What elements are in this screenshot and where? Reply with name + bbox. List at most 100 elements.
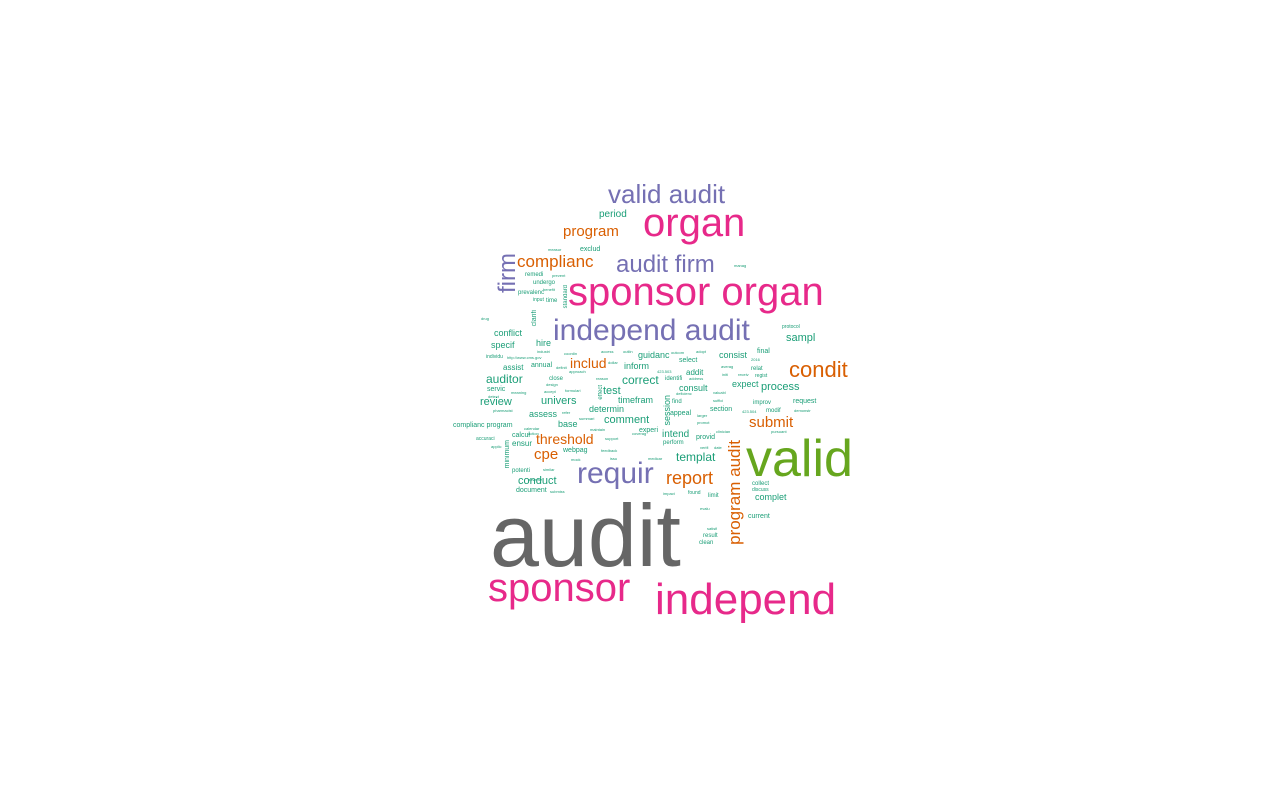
word-period: period [599,209,627,220]
word-relat: relat [751,366,763,372]
word-coverag: coverag [632,431,647,436]
word-action: action [528,431,539,436]
word-adverse: adverse [528,477,543,482]
word-independ-audit: independ audit [553,314,750,347]
word-sampl: sampl [786,332,816,344]
word-outlin: outlin [623,349,633,354]
word-test: test [603,385,621,397]
word-standard: standard [563,285,569,309]
word-complianc: complianc [517,252,594,271]
word-templat: templat [676,450,716,464]
word-protocol: protocol [782,324,800,330]
word-2016: 2016 [751,357,760,362]
word-complianc-program: complianc program [453,422,513,429]
word-423-504: 423.504 [742,409,757,414]
word-refer: refer [562,410,571,415]
word-assist: assist [503,363,524,372]
word-complet: complet [755,492,787,502]
word-program-audit: program audit [725,440,744,545]
word-threshold: threshold [536,431,594,447]
word-averag: averag [721,364,734,369]
word-time: time [546,298,558,304]
word-sponsor: sponsor [488,566,631,610]
word-select: select [679,357,698,364]
word-calendar: calendar [524,426,540,431]
word-conduct: conduct [518,475,557,487]
word-applic: applic [491,444,502,449]
word-condit: condit [789,357,848,382]
word-medicar: medicar [648,456,663,461]
word-suffici: suffici [713,398,724,403]
word-drug: drug [481,316,490,321]
word-section: section [710,406,733,413]
word-clarifi: clarifi [531,310,538,327]
word-access: access [601,349,614,354]
word-summari: summari [579,416,595,421]
word-feedback: feedback [601,448,618,453]
word-date: date [714,445,722,450]
word-measur: measur [548,247,562,252]
word-calcul: calcul [512,432,530,439]
word-auditor: auditor [486,372,523,386]
word-minimum: minimum [504,440,511,469]
word-intend: intend [662,429,690,440]
word-result: result [703,533,718,539]
word-consist: consist [719,350,748,360]
word-423-503: 423.503 [657,369,672,374]
word-univers: univers [541,395,577,407]
word-regist: regist [755,373,768,379]
word-evalu: evalu [700,506,710,511]
word-provid: provid [696,434,716,441]
word-remedi: remedi [525,272,544,278]
word-valuabl: valuabl [713,390,726,395]
word-review: review [480,396,512,408]
word-correct: correct [622,373,659,387]
word-base: base [558,419,578,429]
word-webpag: webpag [563,447,588,454]
word-find: find [672,399,682,405]
word-verifi: verifi [700,445,709,450]
word-similar: similar [543,467,555,472]
word-outcom: outcom [671,350,685,355]
word-design: design [546,382,558,387]
word-specif: specif [491,340,515,350]
word-pharmacist: pharmacist [493,408,513,413]
word-undergo: undergo [533,280,556,286]
word-submit: submit [749,414,794,431]
word-impact: impact [663,491,675,496]
word-support: support [605,436,619,441]
word-organ: organ [643,201,746,245]
word-industri: industri [537,349,550,354]
word-ensur: ensur [512,439,533,448]
word-prevent: prevent [552,273,566,278]
word-assess: assess [529,409,558,419]
word-document: document [516,487,547,494]
word-input: input [533,297,544,303]
word-meaning: meaning [511,390,527,395]
word-collect: collect [752,481,770,487]
word-improv: improv [753,400,772,406]
word-satisfi: satisfi [707,526,718,531]
word-definit: definit [556,365,567,370]
word-submiss: submiss [550,489,565,494]
word-manag: manag [734,263,747,268]
word-valid: valid [746,430,853,488]
word-adopt: adopt [696,349,707,354]
word-coordin: coordin [564,351,578,356]
word-valid-audit: valid audit [608,179,726,209]
word-process: process [761,381,800,393]
word-demonstr: demonstr [794,408,811,413]
word-inform: inform [624,361,650,371]
word-benefit: benefit [543,287,556,292]
word-perform: perform [663,440,684,446]
word-potenti: potenti [512,468,531,474]
word-exclud: exclud [580,246,601,253]
word-effect: effect [598,385,604,400]
word-final: final [757,348,770,355]
word-addit: addit [686,368,704,377]
word-limit: limit [708,493,719,499]
word-audit: audit [490,486,681,585]
word-receiv: receiv [738,372,749,377]
word-promot: promot [697,420,710,425]
